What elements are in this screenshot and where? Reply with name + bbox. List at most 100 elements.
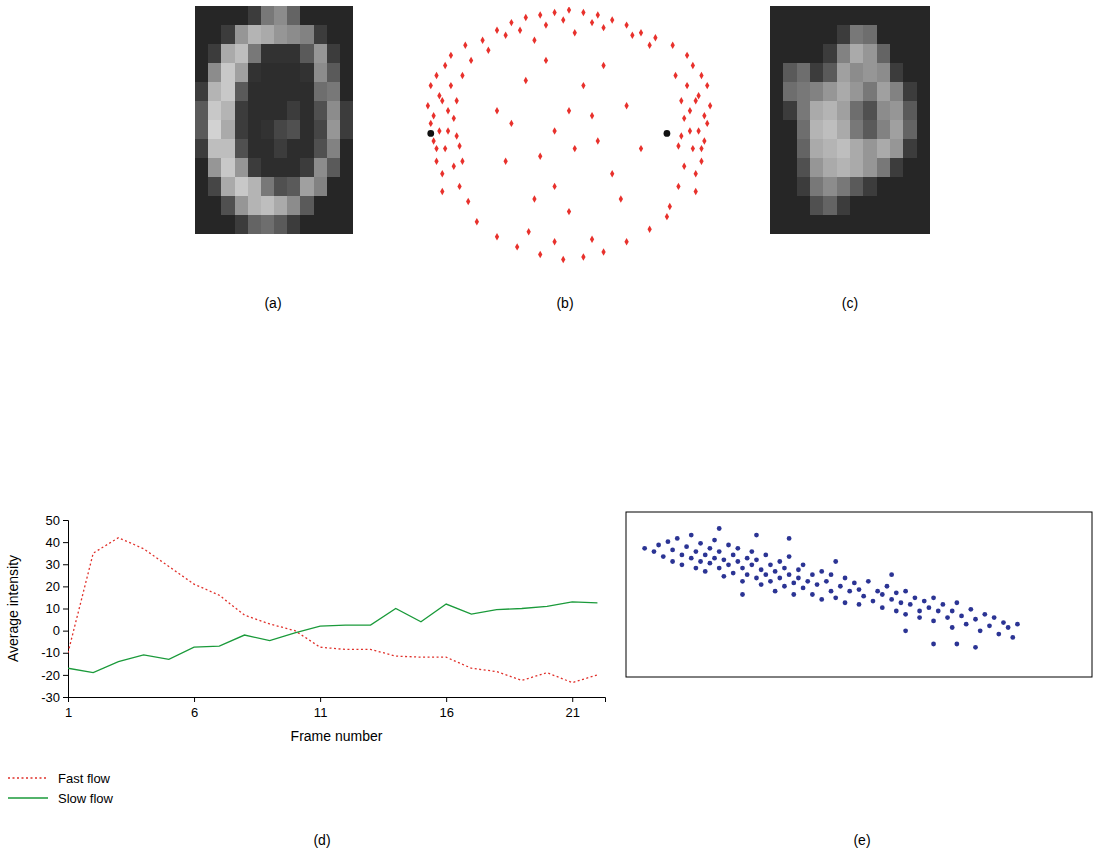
point <box>449 52 453 59</box>
point <box>694 566 699 571</box>
point <box>880 592 885 597</box>
legend-label: Fast flow <box>58 771 111 786</box>
cell <box>261 63 275 83</box>
cell <box>837 196 851 216</box>
cell <box>314 25 328 45</box>
point <box>703 569 708 574</box>
point <box>596 137 600 144</box>
cell <box>235 196 249 216</box>
point <box>696 92 700 99</box>
y-tick-mark <box>63 653 68 654</box>
cell <box>300 158 314 178</box>
cell <box>208 6 222 26</box>
point <box>509 19 513 26</box>
panel-label: (d) <box>313 832 330 848</box>
cell <box>248 6 262 26</box>
cell <box>810 158 824 178</box>
point <box>978 628 983 633</box>
points <box>642 526 1020 650</box>
cell <box>235 177 249 197</box>
cell <box>261 139 275 159</box>
cell <box>850 82 864 102</box>
cell <box>863 82 877 102</box>
plot-frame <box>626 512 1092 677</box>
point <box>440 97 444 104</box>
point <box>694 188 698 195</box>
y-tick: -10 <box>41 645 68 660</box>
point <box>437 92 441 99</box>
cell <box>274 158 288 178</box>
cell <box>261 25 275 45</box>
cell <box>770 177 784 197</box>
cell <box>810 101 824 121</box>
point <box>671 42 675 49</box>
point <box>552 183 556 190</box>
point <box>1001 620 1006 625</box>
point <box>685 52 689 59</box>
x-tick-label: 21 <box>565 705 579 720</box>
cell <box>783 158 797 178</box>
cell <box>877 101 891 121</box>
point <box>691 62 695 69</box>
x-tick-mark <box>572 697 573 702</box>
cell <box>327 215 341 234</box>
point <box>567 208 571 215</box>
x-tick: 11 <box>314 697 328 720</box>
point <box>561 16 565 23</box>
cell <box>274 44 288 64</box>
point <box>922 599 927 604</box>
point <box>676 183 680 190</box>
point <box>768 579 773 584</box>
cell <box>261 177 275 197</box>
x-tick-label: 11 <box>314 705 328 720</box>
point <box>703 553 708 558</box>
y-tick-label: 40 <box>46 535 60 550</box>
point <box>889 572 894 577</box>
cell <box>810 120 824 140</box>
y-tick: 40 <box>46 535 68 550</box>
cell <box>850 6 864 26</box>
point <box>829 572 834 577</box>
cell <box>314 158 328 178</box>
cell <box>890 215 904 234</box>
point <box>431 137 435 144</box>
point <box>610 16 614 23</box>
cell <box>300 139 314 159</box>
y-tick-mark <box>63 564 68 565</box>
cell <box>208 63 222 83</box>
point <box>931 642 936 647</box>
cell <box>300 25 314 45</box>
point <box>567 107 571 114</box>
point <box>437 127 441 134</box>
point <box>759 582 764 587</box>
cell <box>917 120 930 140</box>
cell <box>314 101 328 121</box>
cell <box>797 177 811 197</box>
point <box>908 602 913 607</box>
point <box>1015 622 1020 627</box>
y-tick: 20 <box>46 579 68 594</box>
x-tick: 6 <box>191 697 198 720</box>
cell <box>770 25 784 45</box>
y-tick-mark <box>63 542 68 543</box>
cell <box>248 44 262 64</box>
point <box>675 536 680 541</box>
point <box>810 572 815 577</box>
cell <box>850 63 864 83</box>
point <box>682 115 686 122</box>
point <box>680 553 685 558</box>
point <box>567 7 571 14</box>
point <box>463 42 467 49</box>
point <box>664 130 671 137</box>
x-tick: 21 <box>565 697 579 720</box>
cell <box>863 215 877 234</box>
cell <box>837 139 851 159</box>
cell <box>917 6 930 26</box>
point <box>707 561 712 566</box>
point <box>903 612 908 617</box>
figure: (a)(b)(c)16111621-30-20-1001020304050Fra… <box>0 0 1103 857</box>
legend: Fast flowSlow flow <box>8 771 114 806</box>
point <box>782 584 787 589</box>
cell <box>797 139 811 159</box>
point <box>685 82 689 89</box>
